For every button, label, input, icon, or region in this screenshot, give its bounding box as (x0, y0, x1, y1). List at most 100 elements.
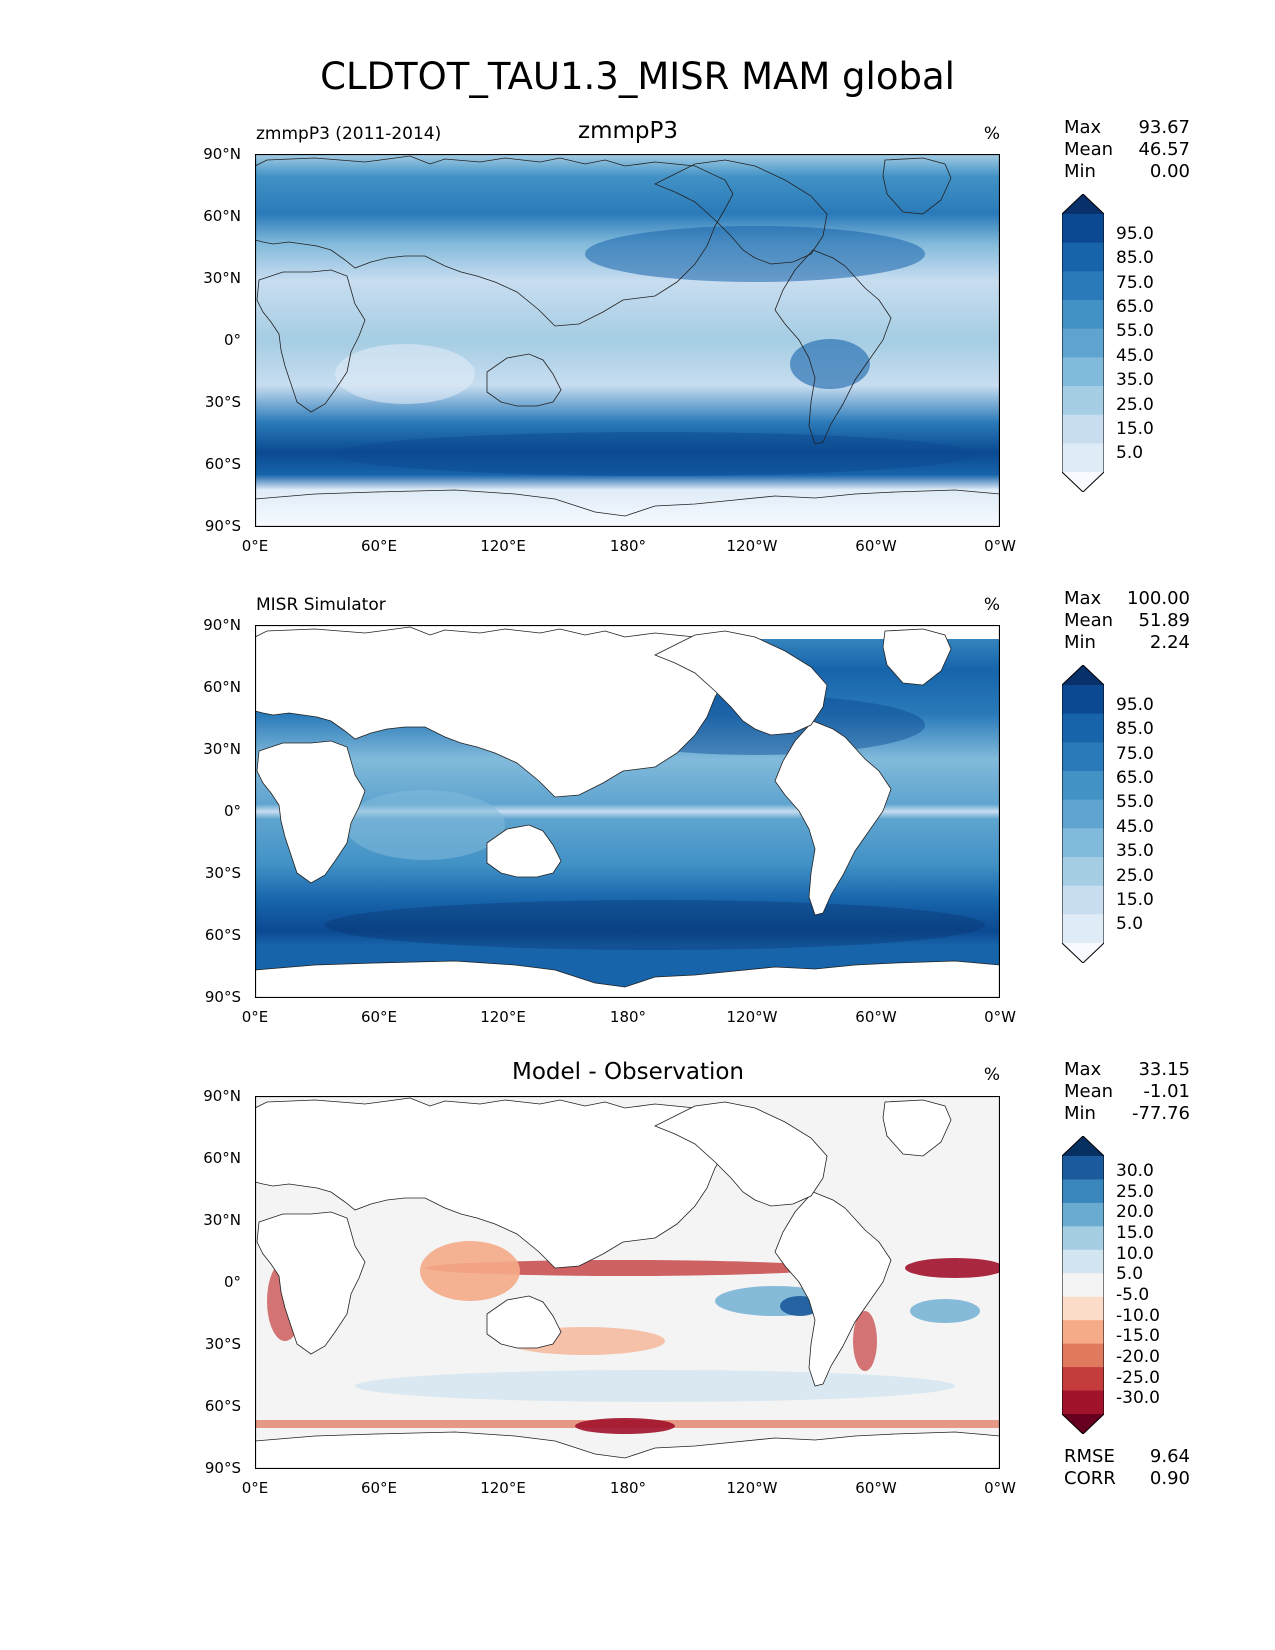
obs-xtick-3: 120°E (480, 1008, 526, 1026)
diff-metrics: RMSE 9.64 CORR 0.90 (1064, 1446, 1190, 1490)
model-cbar-label: 35.0 (1116, 370, 1154, 390)
obs-cbar-label: 5.0 (1116, 914, 1144, 934)
model-xtick-3: 120°E (480, 537, 526, 555)
diff-map (255, 1096, 1000, 1469)
colorbar-segment (1062, 771, 1104, 801)
colorbar-segment (1062, 1320, 1104, 1345)
model-ytick-7: 90°S (204, 517, 241, 535)
obs-ytick-4: 0° (223, 802, 241, 820)
colorbar-segment (1062, 885, 1104, 915)
colorbar-cap-bottom (1062, 943, 1104, 963)
diff-ytick-4: 0° (223, 1273, 241, 1291)
diff-cbar-label: 10.0 (1116, 1244, 1154, 1264)
model-ytick-5: 30°S (204, 393, 241, 411)
model-colorbar-swatches (1061, 193, 1105, 493)
colorbar-segment (1062, 357, 1104, 387)
rmse-label: RMSE (1064, 1446, 1115, 1467)
model-left-title: zmmpP3 (2011-2014) (256, 124, 442, 144)
diff-cbar-label: 20.0 (1116, 1202, 1154, 1222)
model-xtick-5: 120°W (726, 537, 778, 555)
model-cbar-label: 85.0 (1116, 248, 1154, 268)
diff-colorbar-swatches (1061, 1135, 1105, 1435)
model-colorbar (1061, 193, 1105, 493)
colorbar-segment (1062, 1273, 1104, 1298)
obs-xtick-2: 60°E (360, 1008, 398, 1026)
obs-cbar-label: 45.0 (1116, 817, 1154, 837)
diff-cbar-label: 5.0 (1116, 1264, 1144, 1284)
colorbar-segment (1062, 1343, 1104, 1368)
stat-min-value: -77.76 (1131, 1103, 1190, 1124)
diff-ytick-7: 90°S (204, 1459, 241, 1477)
obs-ytick-2: 60°N (203, 678, 241, 696)
diff-ytick-2: 60°N (203, 1149, 241, 1167)
obs-ytick-7: 90°S (204, 988, 241, 1006)
obs-ytick-6: 60°S (204, 926, 241, 944)
model-cbar-label: 65.0 (1116, 297, 1154, 317)
diff-cbar-label: -30.0 (1116, 1388, 1160, 1408)
model-xtick-1: 0°E (241, 537, 269, 555)
colorbar-segment (1062, 443, 1104, 473)
diff-colorbar (1061, 1135, 1105, 1435)
model-center-title: zmmpP3 (578, 118, 678, 144)
colorbar-segment (1062, 214, 1104, 244)
diff-cbar-label: 15.0 (1116, 1223, 1154, 1243)
diff-cbar-label: -5.0 (1116, 1285, 1150, 1305)
colorbar-segment (1062, 1226, 1104, 1251)
diff-stats: Max 33.15 Mean -1.01 Min -77.76 (1064, 1059, 1190, 1125)
colorbar-segment (1062, 1156, 1104, 1180)
obs-stats: Max 100.00 Mean 51.89 Min 2.24 (1064, 588, 1190, 654)
model-xtick-6: 60°W (855, 537, 897, 555)
diff-xtick-5: 120°W (726, 1479, 778, 1497)
obs-ytick-5: 30°S (204, 864, 241, 882)
diff-ytick-6: 60°S (204, 1397, 241, 1415)
obs-map (255, 625, 1000, 998)
obs-colorbar (1061, 664, 1105, 964)
obs-xtick-5: 120°W (726, 1008, 778, 1026)
model-xtick-2: 60°E (360, 537, 398, 555)
model-ytick-6: 60°S (204, 455, 241, 473)
model-units: % (983, 124, 1000, 144)
model-cbar-label: 5.0 (1116, 443, 1144, 463)
obs-cbar-label: 65.0 (1116, 768, 1154, 788)
colorbar-cap-bottom (1062, 472, 1104, 492)
colorbar-segment (1062, 828, 1104, 858)
diff-cbar-label: 25.0 (1116, 1182, 1154, 1202)
obs-cbar-label: 25.0 (1116, 866, 1154, 886)
model-stats: Max 93.67 Mean 46.57 Min 0.00 (1064, 117, 1190, 183)
stat-min-label: Min (1064, 1103, 1096, 1124)
stat-max-value: 33.15 (1138, 1059, 1190, 1080)
model-cbar-label: 75.0 (1116, 273, 1154, 293)
obs-xtick-7: 0°W (984, 1008, 1016, 1026)
colorbar-segment (1062, 685, 1104, 715)
colorbar-cap-top (1062, 1136, 1104, 1156)
stat-max-value: 100.00 (1127, 588, 1190, 609)
corr-value: 0.90 (1149, 1468, 1190, 1489)
stat-mean-value: 46.57 (1138, 139, 1190, 160)
stat-max-label: Max (1064, 588, 1102, 609)
obs-xtick-4: 180° (609, 1008, 647, 1026)
colorbar-segment (1062, 1296, 1104, 1321)
model-cbar-label: 15.0 (1116, 419, 1154, 439)
stat-mean-value: -1.01 (1143, 1081, 1190, 1102)
model-ytick-2: 60°N (203, 207, 241, 225)
colorbar-segment (1062, 300, 1104, 330)
obs-cbar-label: 75.0 (1116, 744, 1154, 764)
obs-units: % (983, 595, 1000, 615)
obs-cbar-label: 35.0 (1116, 841, 1154, 861)
diff-xtick-2: 60°E (360, 1479, 398, 1497)
diff-ytick-5: 30°S (204, 1335, 241, 1353)
colorbar-segment (1062, 1179, 1104, 1204)
diff-cbar-label: -25.0 (1116, 1368, 1160, 1388)
stat-mean-label: Mean (1064, 139, 1114, 160)
model-ytick-3: 30°N (203, 269, 241, 287)
model-cbar-label: 55.0 (1116, 321, 1154, 341)
colorbar-segment (1062, 1390, 1104, 1415)
diff-xtick-1: 0°E (241, 1479, 269, 1497)
obs-cbar-label: 15.0 (1116, 890, 1154, 910)
colorbar-segment (1062, 242, 1104, 272)
colorbar-segment (1062, 328, 1104, 358)
obs-cbar-label: 95.0 (1116, 695, 1154, 715)
model-ytick-1: 90°N (203, 145, 241, 163)
colorbar-segment (1062, 857, 1104, 887)
obs-colorbar-swatches (1061, 664, 1105, 964)
